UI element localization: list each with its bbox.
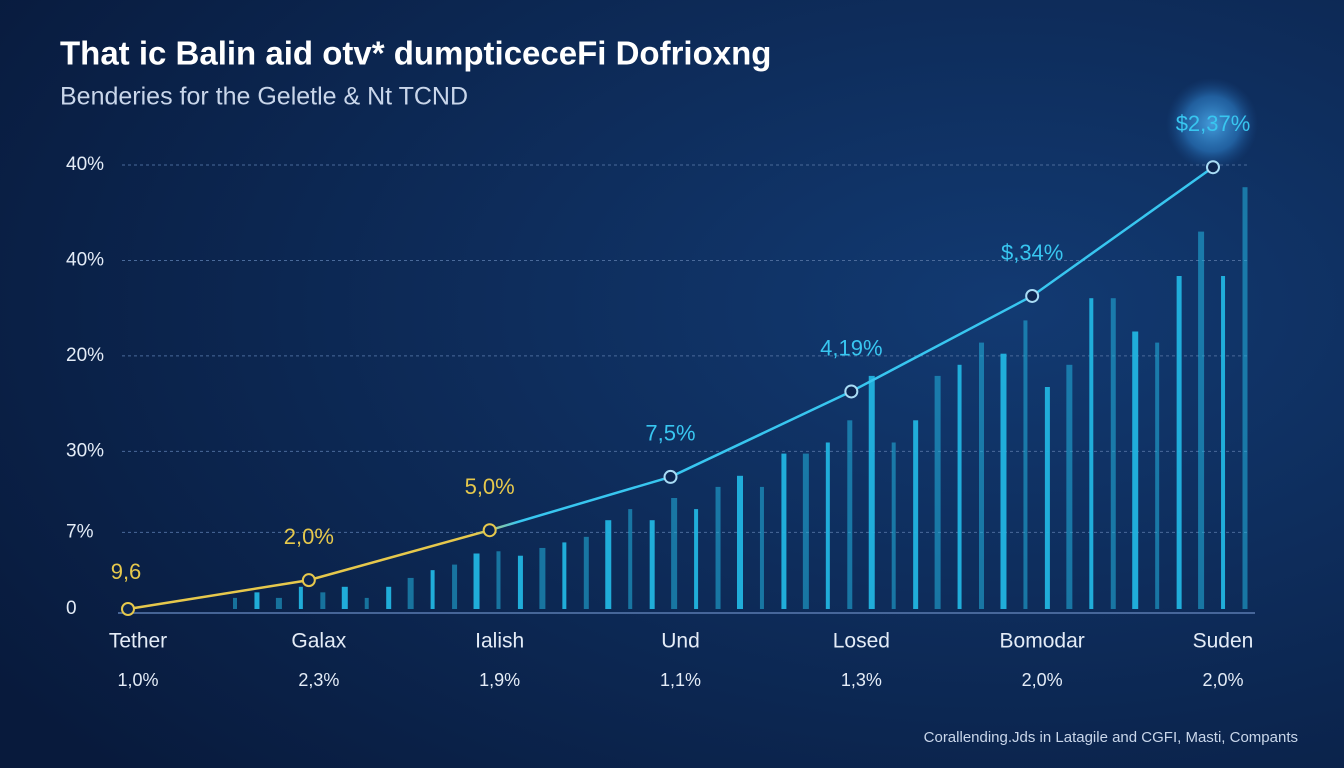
footer-note: Corallending.Jds in Latagile and CGFI, M… bbox=[924, 729, 1298, 746]
x-tick-label: Ialish bbox=[475, 630, 524, 653]
bar bbox=[1155, 342, 1160, 609]
data-label: 7,5% bbox=[645, 421, 695, 446]
bar bbox=[694, 509, 699, 609]
bar bbox=[539, 547, 546, 609]
bar bbox=[934, 375, 941, 609]
bar bbox=[320, 592, 326, 609]
bar bbox=[407, 577, 414, 609]
y-tick-label: 0 bbox=[66, 598, 77, 619]
line-marker bbox=[121, 602, 135, 616]
bar bbox=[802, 453, 809, 609]
bar bbox=[496, 551, 501, 609]
x-tick-label: Bomodar bbox=[1000, 630, 1085, 653]
bar bbox=[1198, 231, 1205, 609]
bar bbox=[868, 375, 875, 609]
bar bbox=[275, 597, 282, 609]
bar bbox=[1132, 331, 1139, 609]
x-tick-label: Galax bbox=[291, 630, 346, 653]
bar bbox=[847, 420, 853, 609]
bar bbox=[341, 586, 348, 609]
bar bbox=[473, 553, 480, 609]
bar bbox=[649, 520, 655, 609]
bar bbox=[628, 509, 633, 609]
bar bbox=[583, 536, 589, 609]
bar bbox=[891, 442, 896, 609]
category-value-label: 2,0% bbox=[1202, 670, 1243, 690]
line-marker bbox=[1206, 160, 1220, 175]
line-marker bbox=[301, 573, 316, 588]
bar bbox=[562, 542, 567, 609]
category-value-label: 1,0% bbox=[117, 670, 158, 690]
x-tick-label: Suden bbox=[1193, 630, 1254, 653]
line-marker bbox=[1025, 288, 1040, 303]
bar bbox=[979, 342, 985, 609]
y-tick-label: 30% bbox=[66, 440, 104, 461]
bar bbox=[233, 597, 237, 609]
chart-subtitle: Benderies for the Geletle & Nt TCND bbox=[60, 83, 468, 111]
highlight-glow bbox=[1166, 78, 1258, 170]
y-tick-label: 40% bbox=[66, 249, 104, 270]
bar bbox=[1242, 187, 1248, 609]
line-marker bbox=[663, 469, 678, 484]
bar bbox=[298, 586, 303, 609]
grid: 0 7% 30% 20% 40% 40% Tether 1,0% Galax 2,3% Ialish… bbox=[66, 154, 1255, 690]
bars bbox=[233, 187, 1248, 609]
bar bbox=[517, 555, 523, 609]
data-label: $2,37% bbox=[1176, 111, 1251, 136]
x-tick-label: Tether bbox=[109, 630, 167, 653]
bar bbox=[1089, 298, 1094, 609]
category-value-label: 1,9% bbox=[479, 670, 520, 690]
bar bbox=[1000, 353, 1007, 609]
bar bbox=[430, 570, 435, 609]
bar bbox=[1221, 276, 1226, 609]
chart-title: That ic Balin aid otv* dumpticeceFi Dofr… bbox=[60, 35, 771, 72]
line-layer: 9,6 2,0% 5,0% 7,5% 4,19% $,34% $2,37% bbox=[111, 111, 1251, 616]
bar bbox=[452, 564, 458, 609]
data-label: $,34% bbox=[1001, 240, 1063, 265]
bar bbox=[825, 442, 830, 609]
x-tick-label: Und bbox=[661, 630, 700, 653]
bar bbox=[957, 364, 962, 609]
bar bbox=[386, 586, 392, 609]
category-value-label: 2,0% bbox=[1022, 670, 1063, 690]
bar bbox=[254, 592, 260, 609]
data-label: 9,6 bbox=[111, 559, 142, 584]
y-tick-label: 7% bbox=[66, 521, 94, 542]
bar bbox=[913, 420, 919, 609]
data-label: 5,0% bbox=[465, 474, 515, 499]
bar bbox=[737, 475, 743, 609]
bar bbox=[671, 498, 678, 609]
bar bbox=[1044, 387, 1050, 609]
bar bbox=[715, 486, 721, 609]
line-marker bbox=[482, 523, 497, 538]
bar bbox=[1023, 320, 1028, 609]
category-value-label: 1,3% bbox=[841, 670, 882, 690]
bar bbox=[605, 520, 612, 609]
bar bbox=[759, 486, 764, 609]
category-value-label: 1,1% bbox=[660, 670, 701, 690]
data-label: 2,0% bbox=[284, 524, 334, 549]
y-tick-label: 40% bbox=[66, 154, 104, 175]
category-value-label: 2,3% bbox=[298, 670, 339, 690]
y-tick-label: 20% bbox=[66, 345, 104, 366]
bar bbox=[781, 453, 787, 609]
x-tick-label: Losed bbox=[833, 630, 890, 653]
bar bbox=[1176, 276, 1182, 609]
bar bbox=[1066, 364, 1073, 609]
data-label: 4,19% bbox=[820, 335, 882, 360]
bar bbox=[364, 597, 369, 609]
bar bbox=[1110, 298, 1116, 609]
line-marker bbox=[844, 384, 859, 399]
